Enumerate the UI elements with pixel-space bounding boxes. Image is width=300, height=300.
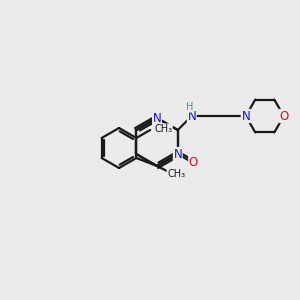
Text: N: N	[242, 110, 250, 122]
Text: N: N	[188, 110, 196, 122]
Text: CH₃: CH₃	[154, 124, 172, 134]
Text: O: O	[189, 157, 198, 169]
Text: H: H	[186, 102, 194, 112]
Text: CH₃: CH₃	[167, 169, 185, 179]
Text: O: O	[279, 110, 288, 122]
Text: N: N	[173, 148, 182, 160]
Text: N: N	[242, 110, 250, 122]
Text: N: N	[153, 112, 161, 124]
